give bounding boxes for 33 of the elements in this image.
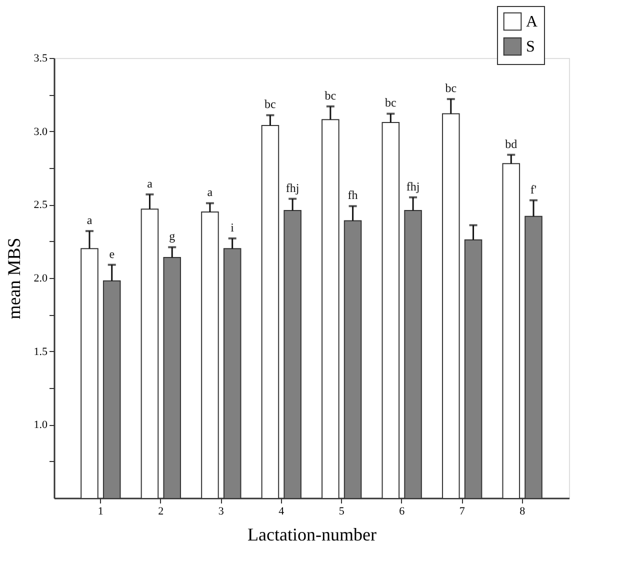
data-label: a (207, 185, 214, 200)
data-label: i (230, 220, 235, 234)
y-axis-title: mean MBS (4, 238, 24, 320)
x-tick-label: 7 (459, 506, 466, 518)
y-tick-label: 3.5 (34, 52, 48, 64)
data-label: bc (385, 96, 396, 110)
data-label: a (147, 176, 154, 190)
data-label: bc (445, 81, 457, 96)
data-label: bc (324, 88, 336, 102)
y-tick-label: 3.0 (34, 126, 48, 138)
data-label: g (169, 229, 176, 244)
x-tick-label: 1 (98, 506, 104, 518)
x-tick-label: 8 (520, 506, 526, 518)
x-tick-label: 6 (399, 506, 406, 518)
x-tick-label: 3 (218, 506, 224, 518)
data-label: a (86, 213, 93, 228)
data-label: bc (264, 97, 276, 112)
data-label: f' (530, 182, 537, 196)
y-tick-label: 2.0 (34, 272, 48, 284)
x-tick-label: 5 (338, 506, 345, 518)
x-tick-label: 4 (278, 506, 285, 518)
data-label: fhj (286, 180, 300, 195)
data-label: bd (505, 136, 518, 151)
data-label: fhj (406, 179, 420, 194)
y-tick-label: 1.5 (34, 346, 48, 358)
x-tick-label: 2 (158, 506, 164, 518)
y-tick-label: 2.5 (34, 199, 48, 212)
legend-label: A (526, 14, 538, 30)
y-tick-label: 1.0 (34, 419, 48, 432)
data-label: e (109, 246, 115, 261)
x-axis-title: Lactation-number (248, 524, 376, 544)
data-label: fh (348, 188, 358, 202)
legend-label: S (526, 38, 535, 56)
